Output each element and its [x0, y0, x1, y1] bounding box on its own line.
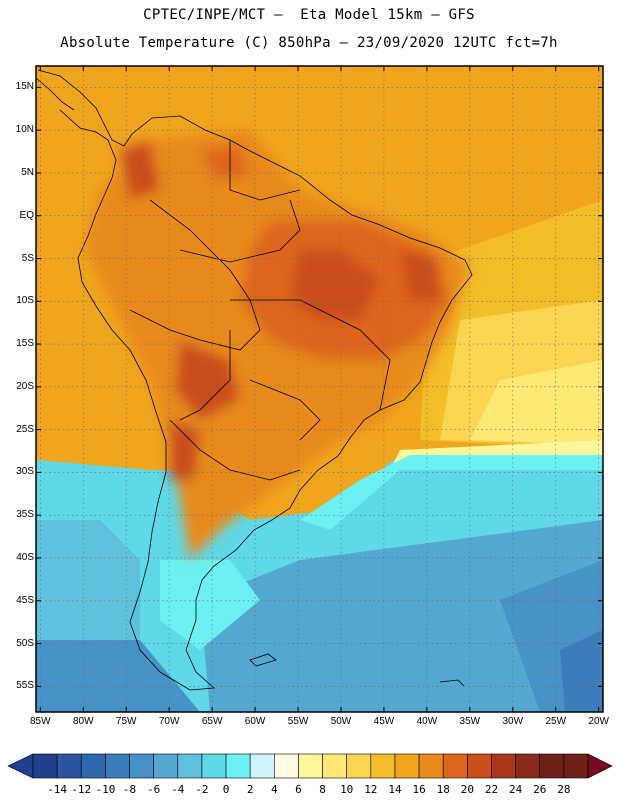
- colorbar-swatch: [249, 753, 275, 779]
- lat-label: 10N: [15, 124, 34, 136]
- lat-label: 45S: [16, 594, 34, 606]
- colorbar-swatch: [201, 753, 227, 779]
- lat-label: 15N: [15, 81, 34, 93]
- lat-label: 5N: [21, 166, 34, 178]
- colorbar-swatch: [418, 753, 444, 779]
- colorbar-max-arrow: [587, 753, 613, 779]
- colorbar: [7, 753, 613, 779]
- colorbar-label: 0: [222, 783, 230, 796]
- lon-label: 60W: [244, 716, 266, 727]
- lat-label: 15S: [16, 338, 34, 350]
- lon-label: 80W: [72, 716, 94, 727]
- map-frame: [35, 65, 604, 713]
- colorbar-label: 4: [270, 783, 278, 796]
- colorbar-swatch: [32, 753, 58, 779]
- lat-label: 25S: [16, 423, 34, 435]
- colorbar-swatch: [515, 753, 541, 779]
- lon-label: 55W: [287, 716, 309, 727]
- colorbar-label: -12: [71, 783, 92, 796]
- colorbar-label: 28: [557, 783, 571, 796]
- colorbar-label: 20: [460, 783, 474, 796]
- colorbar-swatch: [177, 753, 203, 779]
- colorbar-swatch: [370, 753, 396, 779]
- lat-label: EQ: [19, 209, 34, 221]
- colorbar-label: 16: [412, 783, 426, 796]
- colorbar-label: -14: [47, 783, 68, 796]
- colorbar-swatch: [442, 753, 468, 779]
- colorbar-label: -8: [122, 783, 137, 796]
- lon-label: 85W: [30, 716, 51, 727]
- colorbar-label: 14: [388, 783, 402, 796]
- colorbar-label: 26: [533, 783, 547, 796]
- colorbar-label: 10: [340, 783, 354, 796]
- lon-label: 75W: [115, 716, 137, 727]
- lat-label: 50S: [16, 637, 34, 649]
- coastline: [36, 69, 473, 691]
- map-title-line2: Absolute Temperature (C) 850hPa – 23/09/…: [60, 35, 558, 51]
- lon-label: 65W: [201, 716, 223, 727]
- lat-label: 35S: [16, 509, 34, 521]
- colorbar-swatch: [105, 753, 130, 779]
- colorbar-swatch: [298, 753, 323, 779]
- map-title-line1: CPTEC/INPE/MCT – Eta Model 15km – GFS: [143, 7, 475, 23]
- colorbar-swatch: [322, 753, 347, 779]
- lon-label: 45W: [373, 716, 395, 727]
- colorbar-swatch: [56, 753, 82, 779]
- lat-label: 55S: [16, 680, 34, 692]
- lon-label: 35W: [459, 716, 481, 727]
- colorbar-swatch: [129, 753, 154, 779]
- lat-label: 5S: [21, 252, 34, 264]
- lat-label: 10S: [16, 295, 34, 307]
- lon-label: 50W: [330, 716, 352, 727]
- colorbar-swatch: [539, 753, 565, 779]
- temperature-field: [36, 66, 603, 712]
- colorbar-swatch: [394, 753, 420, 779]
- colorbar-label: -2: [195, 783, 209, 796]
- colorbar-swatch: [225, 753, 251, 779]
- colorbar-min-arrow: [7, 753, 34, 779]
- lon-label: 20W: [588, 716, 609, 727]
- axis-ticks: [36, 66, 603, 712]
- lon-label: 30W: [502, 716, 524, 727]
- colorbar-label: -4: [171, 783, 185, 796]
- colorbar-label: -10: [95, 783, 116, 796]
- lat-label: 30S: [16, 466, 34, 478]
- colorbar-label: 24: [508, 783, 523, 796]
- colorbar-swatch: [346, 753, 372, 779]
- lon-label: 25W: [545, 716, 567, 727]
- colorbar-label: 6: [295, 783, 302, 796]
- colorbar-label: 2: [246, 783, 254, 796]
- lon-label: 40W: [416, 716, 438, 727]
- colorbar-swatch: [563, 753, 589, 779]
- colorbar-swatch: [491, 753, 516, 779]
- colorbar-label: 12: [364, 783, 378, 796]
- graticule: [36, 66, 603, 712]
- lat-label: 20S: [16, 380, 34, 392]
- colorbar-label: 18: [436, 783, 450, 796]
- lon-label: 70W: [158, 716, 180, 727]
- colorbar-swatch: [274, 753, 299, 779]
- colorbar-label: 22: [484, 783, 499, 796]
- colorbar-label: -6: [147, 783, 161, 796]
- colorbar-swatch: [467, 753, 492, 779]
- colorbar-label: 8: [319, 783, 326, 796]
- lat-label: 40S: [16, 551, 34, 563]
- colorbar-swatch: [80, 753, 106, 779]
- colorbar-swatch: [153, 753, 179, 779]
